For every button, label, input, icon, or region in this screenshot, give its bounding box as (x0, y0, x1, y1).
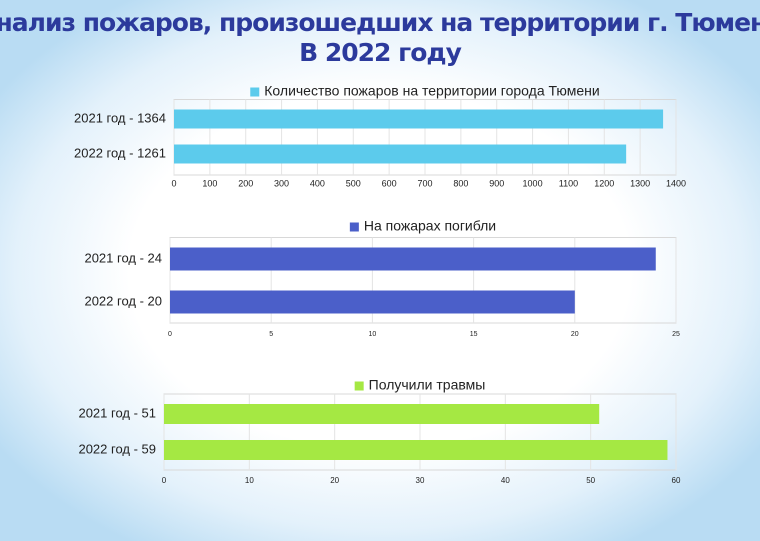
bar (164, 404, 600, 424)
x-tick-label: 50 (586, 476, 595, 485)
x-tick-label: 200 (238, 178, 253, 188)
x-tick-label: 25 (672, 331, 680, 338)
x-tick-label: 40 (501, 476, 510, 485)
x-tick-label: 10 (369, 331, 377, 338)
x-tick-label: 500 (346, 178, 361, 188)
bar (164, 440, 668, 460)
bar (170, 290, 575, 314)
x-tick-label: 60 (672, 476, 681, 485)
legend-label: Количество пожаров на территории города … (264, 83, 599, 99)
y-tick-label: 2021 год - 1364 (74, 110, 166, 125)
bar (174, 109, 664, 129)
x-tick-label: 400 (310, 178, 325, 188)
x-tick-label: 900 (489, 178, 504, 188)
legend-swatch (354, 381, 364, 391)
y-tick-label: 2022 год - 59 (78, 441, 156, 456)
legend-label: Получили травмы (369, 377, 486, 393)
x-tick-label: 20 (571, 331, 579, 338)
legend-swatch (250, 87, 260, 97)
x-tick-label: 1200 (594, 178, 614, 188)
x-tick-label: 1400 (666, 178, 686, 188)
x-tick-label: 300 (274, 178, 289, 188)
x-tick-label: 1000 (523, 178, 543, 188)
legend-swatch (349, 222, 359, 232)
y-tick-label: 2022 год - 1261 (74, 145, 166, 160)
legend-label: На пожарах погибли (364, 218, 496, 234)
y-tick-label: 2021 год - 24 (84, 250, 162, 265)
y-tick-label: 2022 год - 20 (84, 293, 162, 308)
x-tick-label: 10 (245, 476, 254, 485)
x-tick-label: 100 (202, 178, 217, 188)
page-title: В 2022 году (299, 38, 461, 67)
x-tick-label: 800 (453, 178, 468, 188)
x-tick-label: 700 (417, 178, 432, 188)
x-tick-label: 0 (168, 331, 172, 338)
x-tick-label: 0 (162, 476, 167, 485)
x-tick-label: 0 (171, 178, 176, 188)
x-tick-label: 1300 (630, 178, 650, 188)
x-tick-label: 20 (330, 476, 339, 485)
x-tick-label: 1100 (559, 178, 578, 188)
x-tick-label: 600 (382, 178, 397, 188)
x-tick-label: 5 (269, 331, 273, 338)
x-tick-label: 30 (416, 476, 425, 485)
x-tick-label: 15 (470, 331, 478, 338)
page-title: Анализ пожаров, произошедших на территор… (0, 8, 760, 37)
bar (170, 247, 656, 271)
bar (174, 144, 627, 164)
y-tick-label: 2021 год - 51 (78, 405, 156, 420)
